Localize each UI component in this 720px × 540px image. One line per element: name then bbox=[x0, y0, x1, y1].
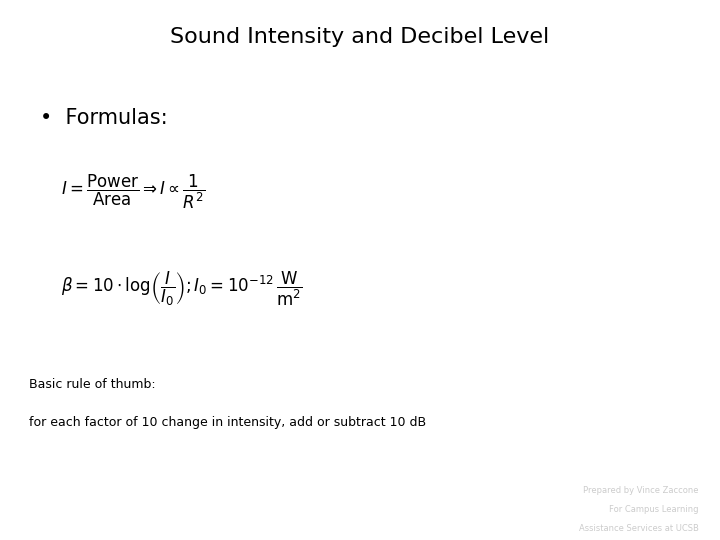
Text: $\beta = 10 \cdot \log\!\left(\dfrac{I}{I_0}\right); I_0 = 10^{-12}\,\dfrac{\mat: $\beta = 10 \cdot \log\!\left(\dfrac{I}{… bbox=[61, 270, 302, 308]
Text: For Campus Learning: For Campus Learning bbox=[609, 505, 698, 514]
Text: •  Formulas:: • Formulas: bbox=[40, 108, 167, 128]
Text: Basic rule of thumb:: Basic rule of thumb: bbox=[29, 378, 156, 391]
Text: Assistance Services at UCSB: Assistance Services at UCSB bbox=[579, 524, 698, 533]
Text: for each factor of 10 change in intensity, add or subtract 10 dB: for each factor of 10 change in intensit… bbox=[29, 416, 426, 429]
Text: Prepared by Vince Zaccone: Prepared by Vince Zaccone bbox=[583, 486, 698, 495]
Text: $I = \dfrac{\mathrm{Power}}{\mathrm{Area}} \Rightarrow I \propto \dfrac{1}{R^2}$: $I = \dfrac{\mathrm{Power}}{\mathrm{Area… bbox=[61, 173, 206, 211]
Text: Sound Intensity and Decibel Level: Sound Intensity and Decibel Level bbox=[171, 27, 549, 47]
